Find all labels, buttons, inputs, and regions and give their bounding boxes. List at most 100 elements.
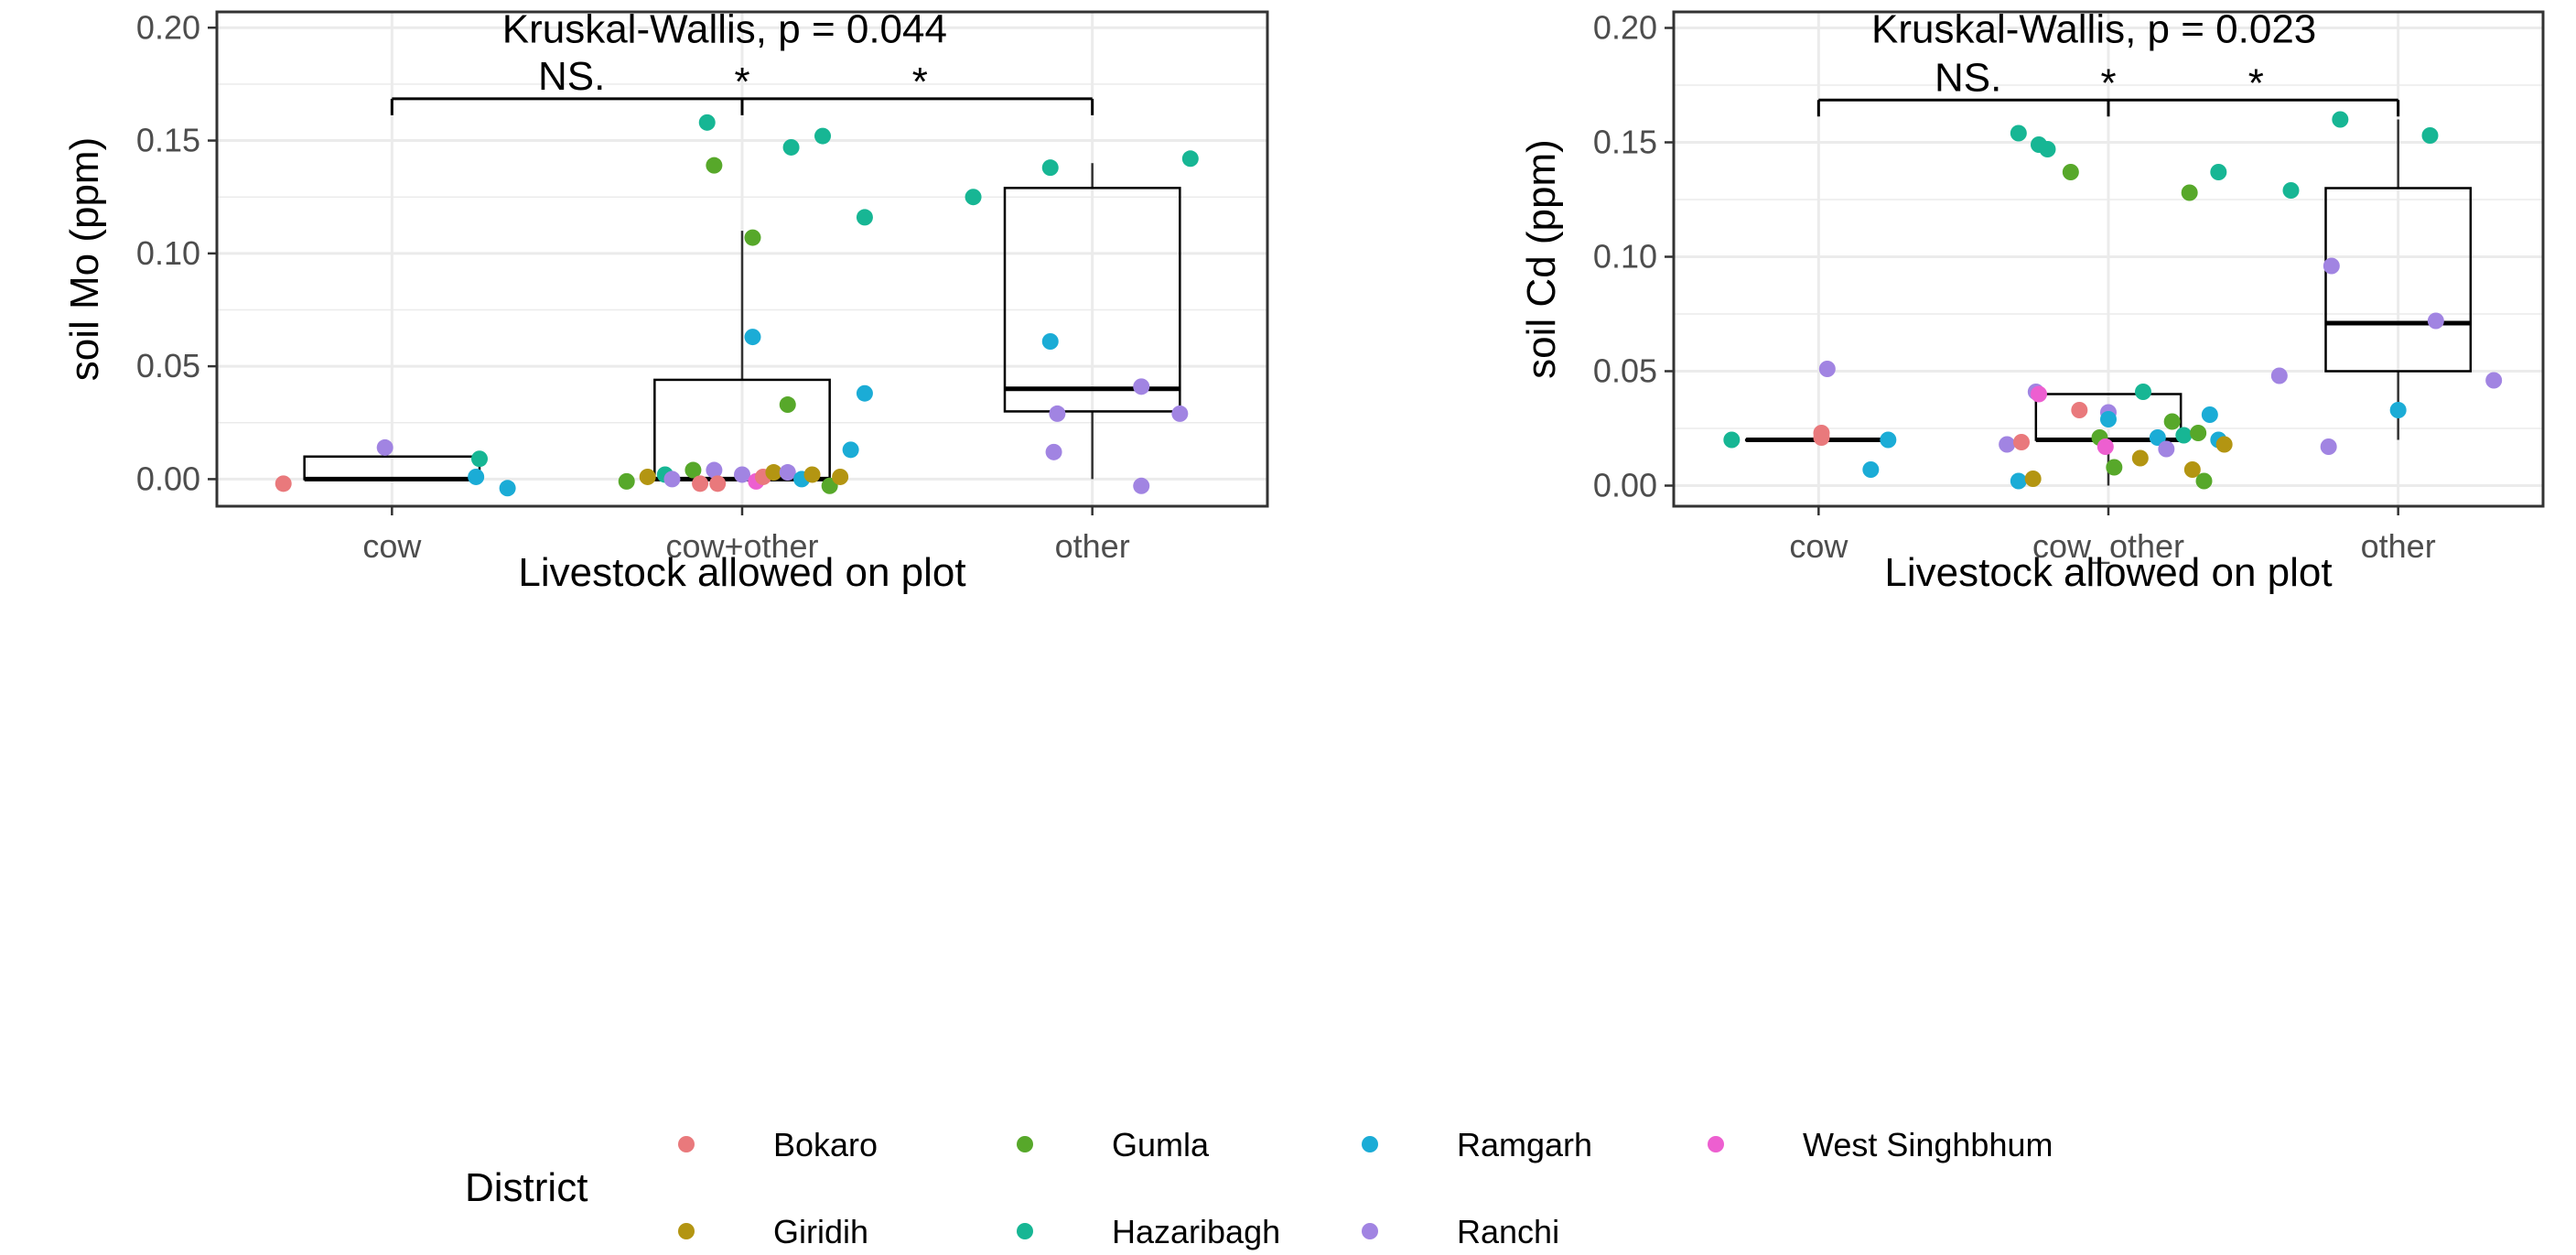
data-point (814, 127, 832, 145)
data-point (2039, 141, 2056, 157)
data-point (275, 475, 292, 492)
data-point (468, 468, 485, 485)
data-point (2106, 459, 2123, 476)
data-point (2175, 427, 2193, 444)
legend-label: Hazaribagh (1112, 1213, 1280, 1250)
legend-title: District (465, 1165, 587, 1210)
data-point (1880, 431, 1897, 449)
district-legend: District Bokaro Gumla Ramgarh West Singhbhum… (465, 1126, 2053, 1250)
cd-panel: NS. * * Kruskal-Wallis, p = 0.023 0.00 0.05 0.… (1519, 7, 2545, 595)
data-point (744, 329, 761, 346)
kruskal-wallis-label: Kruskal-Wallis, p = 0.044 (502, 6, 947, 51)
x-tick-label: other (2361, 527, 2436, 565)
legend-key-gumla (1017, 1136, 1033, 1152)
comparison-label: * (912, 60, 928, 104)
comparison-label: * (2100, 60, 2116, 105)
legend-label: Ramgarh (1457, 1126, 1592, 1163)
y-tick-label: 0.20 (136, 8, 200, 46)
data-point (2096, 438, 2114, 455)
data-point (734, 466, 750, 483)
data-point (2421, 127, 2439, 144)
data-point (1181, 150, 1199, 168)
x-tick-label: other (1055, 527, 1130, 565)
y-axis-title: soil Mo (ppm) (62, 137, 107, 382)
data-point (1041, 159, 1059, 177)
data-point (779, 464, 796, 481)
y-tick-label: 0.05 (136, 347, 200, 384)
data-point (499, 480, 516, 497)
data-point (2210, 164, 2227, 180)
data-point (1818, 361, 1836, 377)
data-point (2100, 411, 2117, 427)
data-point (856, 384, 873, 402)
data-point (1049, 405, 1066, 422)
y-tick-label: 0.15 (1593, 124, 1657, 161)
data-point (803, 466, 821, 483)
data-point (706, 157, 723, 174)
data-point (782, 138, 800, 156)
legend-label: Ranchi (1457, 1213, 1559, 1250)
data-point (744, 229, 761, 246)
data-point (1041, 333, 1059, 350)
data-point (2071, 402, 2088, 418)
box-body (2324, 187, 2473, 373)
legend-label: West Singhbhum (1803, 1126, 2053, 1163)
legend-label: Giridih (773, 1213, 868, 1250)
legend-key-giridih (678, 1223, 695, 1239)
legend-key-bokaro (678, 1136, 695, 1152)
data-point (2010, 124, 2027, 142)
x-tick-label: cow (1789, 527, 1848, 565)
data-point (2163, 413, 2181, 430)
data-point (1133, 378, 1150, 395)
data-point (2135, 384, 2151, 400)
y-tick-label: 0.20 (1593, 9, 1657, 47)
data-point (2149, 429, 2166, 446)
kruskal-wallis-label: Kruskal-Wallis, p = 0.023 (1871, 7, 2316, 52)
data-point (765, 464, 782, 481)
data-point (698, 114, 716, 131)
data-point (2195, 472, 2213, 490)
x-axis-title: Livestock allowed on plot (518, 550, 965, 595)
legend-key-ranchi (1362, 1223, 1378, 1239)
data-point (471, 450, 488, 468)
data-point (2270, 367, 2288, 384)
data-point (2485, 372, 2503, 389)
data-point (2389, 402, 2407, 418)
x-axis-title: Livestock allowed on plot (1884, 550, 2332, 595)
data-point (2181, 184, 2198, 201)
data-point (856, 209, 873, 226)
data-point (1133, 477, 1150, 494)
data-point (2131, 449, 2149, 467)
data-point (2190, 425, 2207, 441)
legend-label: Bokaro (773, 1126, 878, 1163)
y-tick-label: 0.10 (1593, 238, 1657, 276)
legend-label: Gumla (1112, 1126, 1210, 1163)
y-tick-label: 0.05 (1593, 352, 1657, 390)
legend-key-hazaribagh (1017, 1223, 1033, 1239)
data-point (2183, 461, 2201, 478)
x-tick-label: cow+other (665, 527, 818, 565)
y-tick-label: 0.00 (1593, 467, 1657, 504)
x-tick-label: cow (362, 527, 422, 565)
data-point (618, 472, 635, 490)
y-tick-label: 0.00 (136, 460, 200, 497)
data-point (842, 441, 859, 459)
data-point (709, 475, 727, 492)
data-point (2323, 257, 2340, 275)
mo-panel: NS. * * Kruskal-Wallis, p = 0.044 0.00 0.05 0.… (62, 6, 1269, 595)
y-tick-label: 0.15 (136, 122, 200, 159)
comparison-label: NS. (538, 54, 605, 99)
comparison-label: * (734, 60, 749, 104)
data-point (2024, 471, 2042, 487)
data-point (2282, 182, 2300, 199)
data-point (2062, 164, 2079, 180)
data-point (1813, 429, 1830, 446)
data-point (1862, 461, 1880, 478)
data-point (779, 396, 796, 414)
data-point (2332, 111, 2349, 128)
data-point (2158, 440, 2175, 458)
data-point (692, 475, 709, 492)
data-point (1171, 405, 1189, 422)
data-point (1723, 431, 1741, 449)
